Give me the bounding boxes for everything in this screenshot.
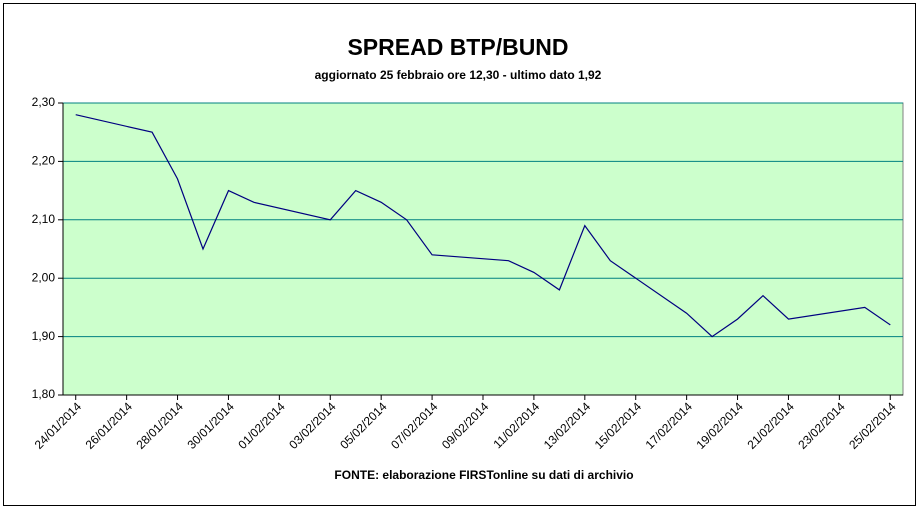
y-tick-label: 2,00 xyxy=(32,270,56,284)
y-tick-label: 1,90 xyxy=(32,329,56,343)
y-tick-label: 2,10 xyxy=(32,212,56,226)
y-tick-label: 1,80 xyxy=(32,387,56,401)
y-tick-label: 2,20 xyxy=(32,154,56,168)
plot-area xyxy=(62,102,904,396)
chart-subtitle: aggiornato 25 febbraio ore 12,30 - ultim… xyxy=(315,68,602,82)
chart-source: FONTE: elaborazione FIRSTonline su dati … xyxy=(334,468,633,482)
data-line xyxy=(75,114,891,338)
y-tick-label: 2,30 xyxy=(32,95,56,109)
chart-title: SPREAD BTP/BUND xyxy=(347,34,568,60)
